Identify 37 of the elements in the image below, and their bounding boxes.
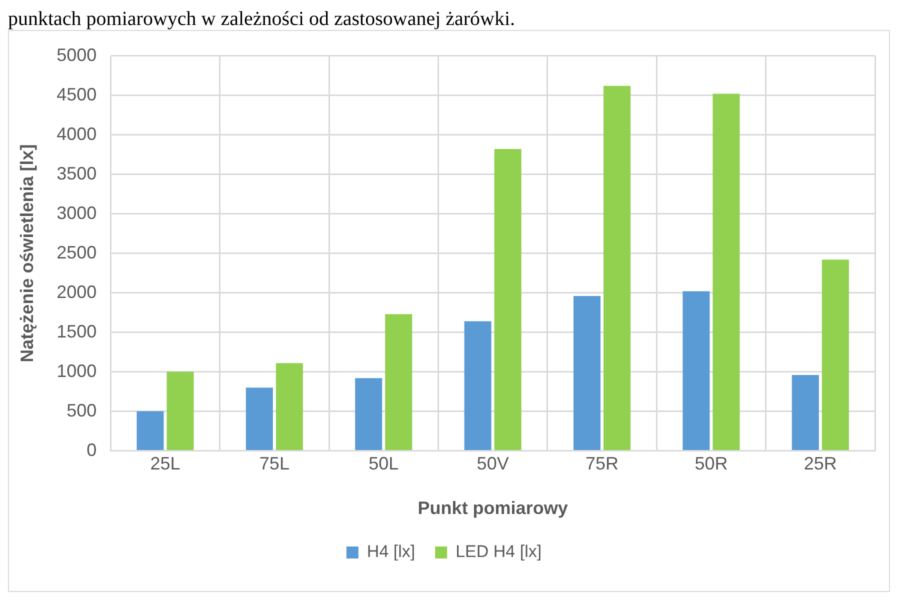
bar bbox=[276, 363, 303, 450]
bar bbox=[573, 296, 601, 450]
bar bbox=[355, 378, 382, 450]
y-tick-label: 2500 bbox=[56, 242, 97, 262]
legend-label: LED H4 [lx] bbox=[456, 542, 542, 562]
y-tick-label: 500 bbox=[66, 400, 97, 420]
bar bbox=[792, 374, 819, 450]
y-axis-title: Natężenie oświetlenia [lx] bbox=[16, 144, 37, 362]
bar bbox=[136, 411, 164, 450]
bar bbox=[604, 86, 631, 450]
y-tick-label: 4500 bbox=[56, 84, 97, 104]
bar bbox=[682, 291, 710, 450]
y-tick-label: 3000 bbox=[56, 202, 97, 223]
bar bbox=[246, 388, 273, 450]
y-tick-label: 5000 bbox=[56, 44, 97, 65]
y-tick-label: 4000 bbox=[56, 124, 97, 144]
x-tick-label: 75R bbox=[586, 454, 619, 474]
legend-label: H4 [lx] bbox=[366, 542, 416, 562]
bar bbox=[166, 372, 194, 450]
y-tick-label: 1000 bbox=[56, 360, 97, 381]
y-tick-label: 2000 bbox=[56, 282, 97, 302]
bar bbox=[712, 94, 740, 450]
x-tick-label: 50L bbox=[368, 454, 399, 474]
text: punktach pomiarowych w zależności od zastosowanej żarówki. bbox=[8, 8, 516, 30]
y-tick-label: 0 bbox=[86, 440, 97, 460]
bar bbox=[494, 149, 522, 450]
bar bbox=[385, 314, 412, 450]
bar bbox=[822, 260, 849, 450]
y-tick-label: 1500 bbox=[56, 321, 97, 342]
y-tick-label: 3500 bbox=[56, 163, 97, 184]
x-tick-label: 50V bbox=[476, 454, 509, 474]
x-tick-label: 25L bbox=[150, 454, 180, 474]
x-tick-label: 75L bbox=[259, 454, 290, 474]
bar bbox=[464, 321, 492, 450]
x-tick-label: 25R bbox=[804, 454, 837, 474]
x-tick-label: 50R bbox=[694, 454, 728, 474]
x-axis-title: Punkt pomiarowy bbox=[418, 498, 568, 518]
